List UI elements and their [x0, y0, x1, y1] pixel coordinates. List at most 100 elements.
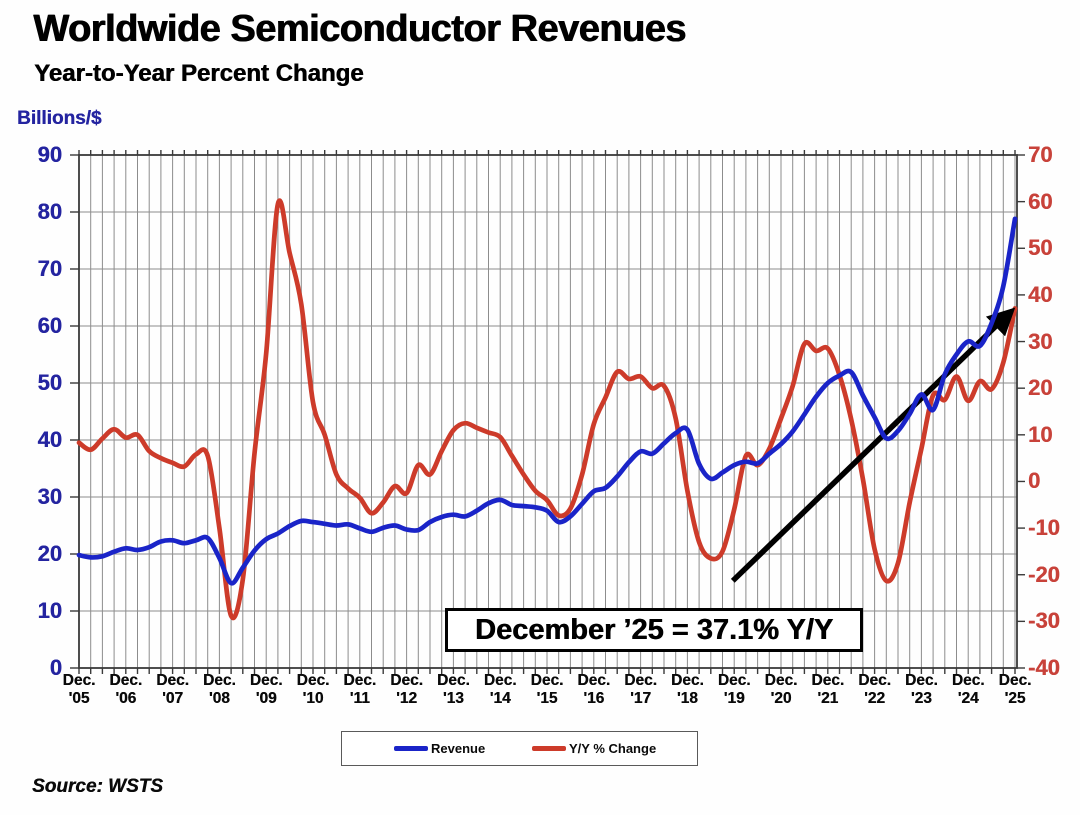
x-axis-tick-label: Dec. '11 — [328, 672, 392, 708]
x-tick-year: '18 — [676, 690, 698, 707]
right-axis-tick-label: 10 — [1028, 421, 1053, 447]
left-axis-tick-label: 80 — [37, 199, 62, 224]
x-tick-year: '10 — [302, 690, 324, 707]
yoy-line — [76, 198, 1018, 621]
x-tick-month: Dec. — [109, 672, 143, 689]
x-tick-year: '21 — [817, 690, 839, 707]
x-tick-month: Dec. — [811, 672, 845, 689]
x-axis-tick-label: Dec. '23 — [889, 672, 953, 708]
x-axis-tick-label: Dec. '24 — [936, 672, 1000, 708]
x-tick-year: '19 — [723, 690, 745, 707]
x-axis-tick-label: Dec. '21 — [796, 672, 860, 708]
x-axis-tick-label: Dec. '25 — [983, 672, 1047, 708]
x-tick-month: Dec. — [998, 672, 1032, 689]
left-axis-tick-label: 50 — [37, 370, 62, 395]
page-title: Worldwide Semiconductor Revenues — [33, 8, 686, 50]
right-axis-tick-label: -20 — [1028, 561, 1060, 587]
x-tick-month: Dec. — [343, 672, 377, 689]
left-axis-tick-label: 10 — [37, 598, 62, 623]
x-axis-tick-label: Dec. '12 — [375, 672, 439, 708]
x-tick-year: '13 — [442, 690, 464, 707]
left-axis-tick-label: 70 — [37, 256, 62, 281]
x-axis-tick-label: Dec. '05 — [47, 672, 111, 708]
legend-item-yoy: Y/Y % Change — [532, 732, 656, 765]
x-axis-tick-label: Dec. '14 — [468, 672, 532, 708]
x-tick-year: '09 — [255, 690, 277, 707]
right-axis-tick-label: 20 — [1028, 375, 1053, 401]
x-tick-year: '17 — [630, 690, 652, 707]
page-subtitle: Year-to-Year Percent Change — [34, 60, 364, 87]
right-axis-tick-label: 40 — [1028, 281, 1053, 307]
x-axis-tick-label: Dec. '18 — [655, 672, 719, 708]
plot-frame — [78, 154, 1018, 669]
x-tick-month: Dec. — [483, 672, 517, 689]
x-tick-year: '25 — [1004, 690, 1026, 707]
right-axis-tick-label: -30 — [1028, 608, 1060, 634]
left-axis-title: Billions/$ — [17, 108, 102, 129]
revenue-line-swatch — [394, 746, 428, 751]
x-tick-year: '15 — [536, 690, 558, 707]
x-tick-month: Dec. — [296, 672, 330, 689]
x-axis-tick-label: Dec. '13 — [421, 672, 485, 708]
x-tick-month: Dec. — [951, 672, 985, 689]
x-tick-month: Dec. — [390, 672, 423, 689]
x-tick-year: '16 — [583, 690, 605, 707]
x-axis-tick-label: Dec. '17 — [609, 672, 673, 708]
revenue-line — [76, 216, 1018, 586]
x-tick-year: '14 — [489, 690, 511, 707]
right-axis-tick-label: 50 — [1028, 235, 1053, 261]
gridlines — [78, 154, 1017, 669]
x-tick-month: Dec. — [437, 672, 470, 689]
legend-item-revenue: Revenue — [394, 732, 485, 765]
x-axis-tick-label: Dec. '16 — [562, 672, 626, 708]
x-tick-month: Dec. — [577, 672, 611, 689]
source-note: Source: WSTS — [32, 776, 163, 797]
x-tick-month: Dec. — [671, 672, 704, 689]
trend-arrow — [730, 307, 1016, 583]
x-tick-year: '12 — [396, 690, 418, 707]
right-axis-tick-label: -10 — [1028, 515, 1060, 541]
x-tick-year: '06 — [115, 690, 137, 707]
x-axis-tick-label: Dec. '06 — [94, 672, 158, 708]
left-axis-tick-label: 20 — [37, 541, 62, 566]
x-tick-year: '05 — [68, 690, 90, 707]
legend-label-revenue: Revenue — [431, 741, 486, 756]
x-axis-tick-label: Dec. '07 — [141, 672, 205, 708]
x-axis-tick-label: Dec. '20 — [749, 672, 813, 708]
yoy-line-swatch — [532, 746, 566, 751]
annotation-text: December ’25 = 37.1% Y/Y — [474, 613, 834, 646]
left-axis-tick-label: 90 — [37, 142, 62, 167]
right-axis-tick-label: 60 — [1028, 188, 1053, 214]
x-tick-month: Dec. — [530, 672, 564, 689]
x-tick-month: Dec. — [624, 672, 657, 689]
x-tick-year: '20 — [770, 690, 792, 707]
x-tick-month: Dec. — [249, 672, 283, 689]
right-axis-tick-label: 70 — [1028, 142, 1053, 167]
x-tick-year: '08 — [208, 690, 230, 707]
x-tick-year: '22 — [864, 690, 886, 707]
right-axis-tick-label: -40 — [1028, 655, 1060, 680]
x-tick-year: '24 — [957, 690, 979, 707]
x-axis-tick-label: Dec. '10 — [281, 672, 345, 708]
right-axis-tick-label: 30 — [1028, 328, 1053, 354]
x-tick-month: Dec. — [156, 672, 189, 689]
x-tick-month: Dec. — [717, 672, 751, 689]
left-axis-tick-label: 40 — [37, 427, 62, 452]
x-tick-month: Dec. — [905, 672, 938, 689]
left-axis-tick-label: 60 — [37, 313, 62, 338]
left-axis-tick-label: 30 — [37, 484, 62, 509]
x-tick-month: Dec. — [62, 672, 96, 689]
axis-ticks — [70, 150, 1025, 674]
x-tick-year: '11 — [349, 690, 370, 707]
x-tick-month: Dec. — [203, 672, 236, 689]
x-tick-month: Dec. — [858, 672, 891, 689]
annotation-box: December ’25 = 37.1% Y/Y — [445, 608, 863, 652]
legend-label-yoy: Y/Y % Change — [569, 741, 657, 756]
x-axis-tick-label: Dec. '15 — [515, 672, 579, 708]
x-tick-month: Dec. — [764, 672, 798, 689]
x-axis-tick-label: Dec. '22 — [843, 672, 907, 708]
right-axis-tick-label: 0 — [1028, 468, 1041, 494]
x-tick-year: '23 — [910, 690, 932, 707]
